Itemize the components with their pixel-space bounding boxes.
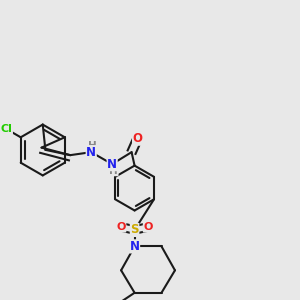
Text: Cl: Cl bbox=[1, 124, 12, 134]
Text: N: N bbox=[130, 240, 140, 253]
Text: H: H bbox=[109, 166, 118, 176]
Text: N: N bbox=[107, 158, 117, 171]
Text: O: O bbox=[143, 222, 153, 232]
Text: H: H bbox=[88, 141, 97, 151]
Text: N: N bbox=[86, 146, 96, 159]
Text: O: O bbox=[133, 132, 142, 145]
Text: O: O bbox=[116, 222, 126, 232]
Text: S: S bbox=[130, 224, 139, 236]
